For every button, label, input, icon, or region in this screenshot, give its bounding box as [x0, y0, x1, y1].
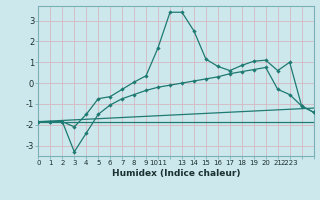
X-axis label: Humidex (Indice chaleur): Humidex (Indice chaleur) — [112, 169, 240, 178]
